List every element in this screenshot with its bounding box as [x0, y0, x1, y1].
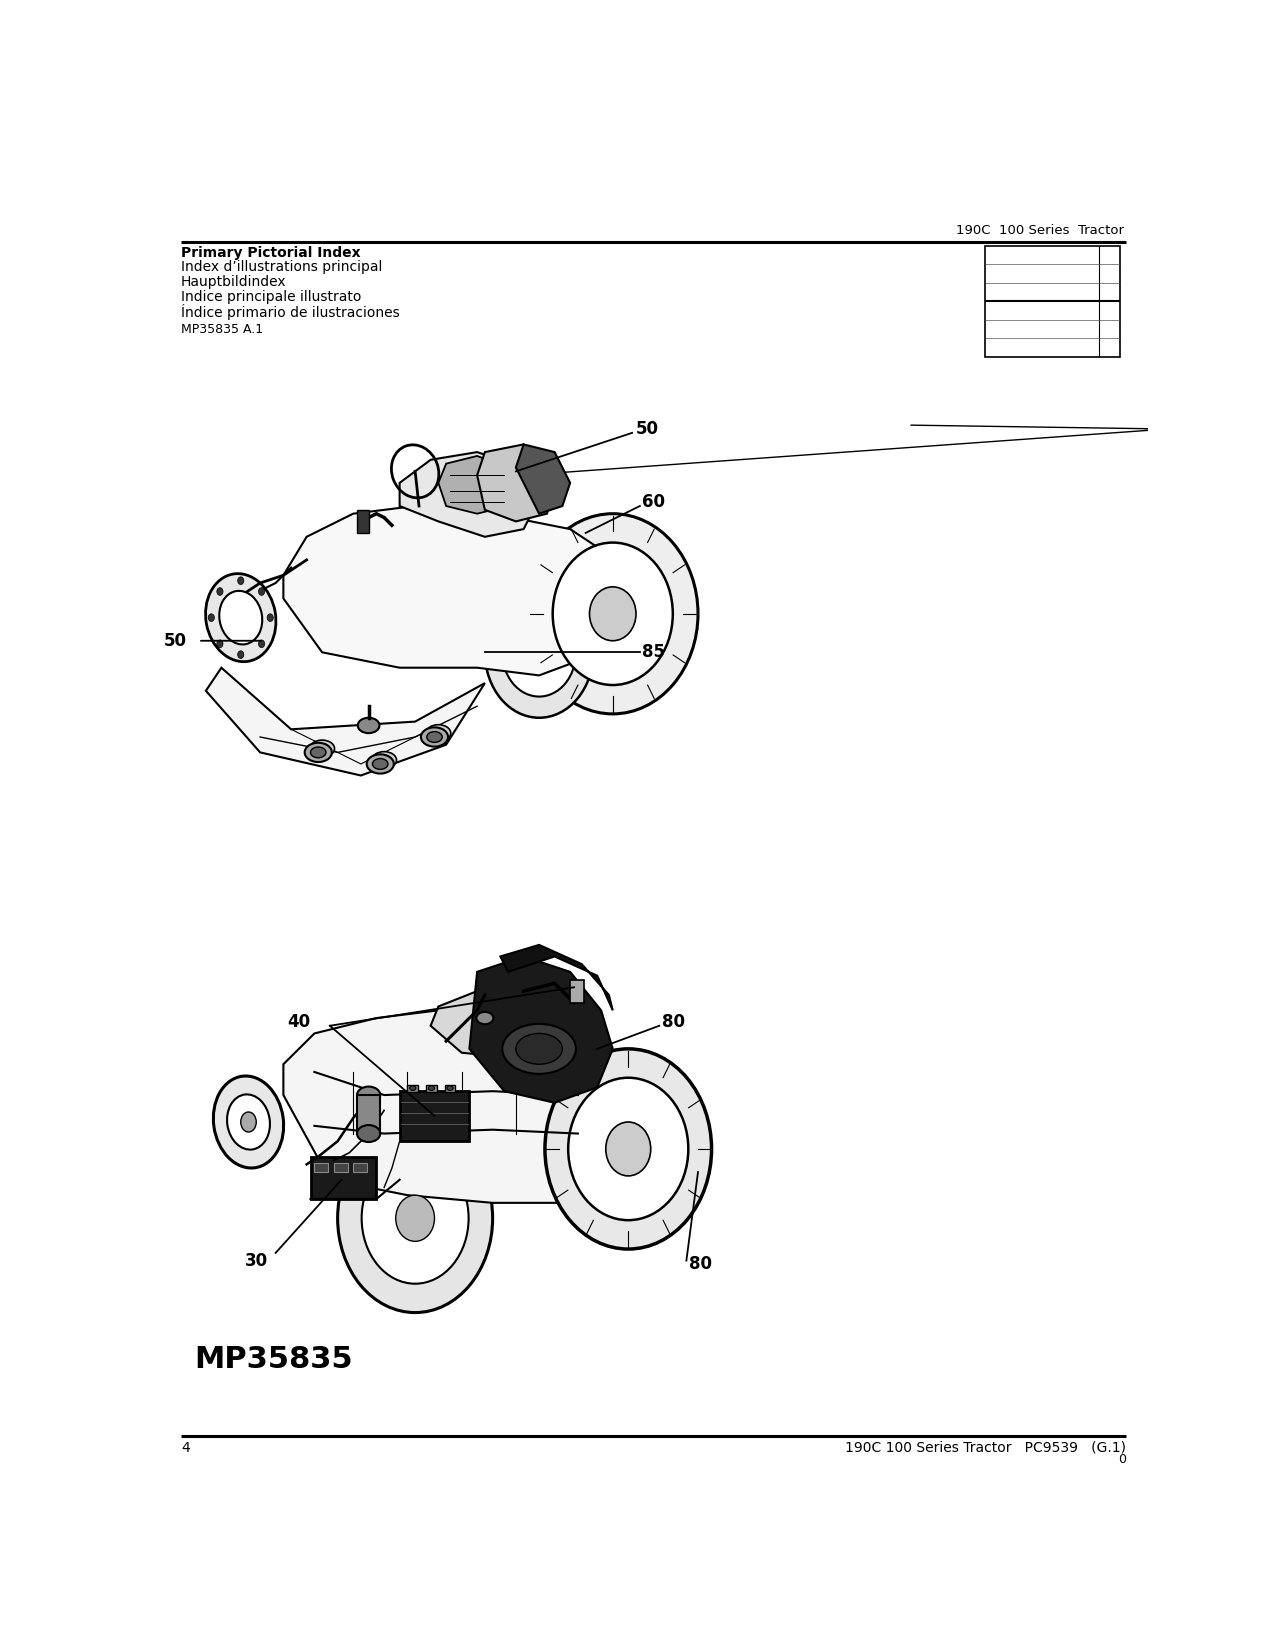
Ellipse shape: [409, 1086, 416, 1091]
Bar: [399, 1091, 469, 1142]
Ellipse shape: [241, 1112, 256, 1132]
Text: 85: 85: [643, 644, 666, 662]
Text: 50: 50: [163, 632, 186, 650]
Text: 85-: 85-: [989, 340, 1016, 355]
Text: Primary Pictorial Index: Primary Pictorial Index: [181, 246, 361, 259]
Ellipse shape: [569, 1077, 688, 1221]
Text: 1: 1: [1108, 284, 1117, 299]
Text: 1: 1: [1108, 266, 1117, 281]
Ellipse shape: [217, 587, 223, 596]
Polygon shape: [477, 444, 555, 521]
Ellipse shape: [259, 640, 265, 648]
Text: Índice primario de ilustraciones: Índice primario de ilustraciones: [181, 304, 400, 320]
Bar: [570, 980, 584, 1003]
Ellipse shape: [544, 1049, 711, 1249]
Ellipse shape: [217, 640, 223, 648]
Ellipse shape: [315, 744, 329, 754]
Text: 0: 0: [1118, 1454, 1126, 1467]
Ellipse shape: [205, 574, 275, 662]
Ellipse shape: [395, 1195, 435, 1241]
Text: 40-: 40-: [989, 266, 1016, 281]
Ellipse shape: [227, 1094, 270, 1150]
Text: Indice principale illustrato: Indice principale illustrato: [181, 290, 361, 304]
Ellipse shape: [259, 587, 265, 596]
Text: 1: 1: [1108, 322, 1117, 337]
Ellipse shape: [367, 754, 394, 774]
Ellipse shape: [372, 759, 388, 769]
Bar: [984, 246, 1121, 356]
Text: MP35835: MP35835: [194, 1345, 353, 1374]
Text: 4: 4: [181, 1440, 190, 1455]
Bar: [357, 510, 368, 533]
Ellipse shape: [421, 728, 448, 746]
Ellipse shape: [358, 718, 380, 733]
Polygon shape: [500, 945, 613, 1010]
Text: 30: 30: [245, 1252, 268, 1269]
Text: Hauptbildindex: Hauptbildindex: [181, 276, 287, 289]
Bar: [315, 1163, 329, 1172]
Ellipse shape: [311, 747, 326, 757]
Text: 1: 1: [1108, 304, 1117, 318]
Ellipse shape: [208, 614, 214, 622]
Text: Index d’illustrations principal: Index d’illustrations principal: [181, 261, 382, 274]
Text: 80: 80: [688, 1256, 711, 1274]
Ellipse shape: [372, 752, 397, 769]
Bar: [311, 1157, 376, 1200]
Ellipse shape: [502, 1023, 576, 1074]
Ellipse shape: [377, 756, 391, 766]
Text: 1: 1: [1108, 340, 1117, 355]
Ellipse shape: [552, 543, 673, 685]
Polygon shape: [205, 668, 484, 775]
Ellipse shape: [305, 742, 332, 762]
Bar: [334, 1163, 348, 1172]
Text: 50-: 50-: [989, 284, 1016, 299]
Ellipse shape: [606, 1122, 650, 1176]
Ellipse shape: [237, 578, 244, 584]
Ellipse shape: [528, 513, 697, 714]
Ellipse shape: [237, 650, 244, 658]
Ellipse shape: [477, 1011, 493, 1025]
Ellipse shape: [266, 614, 273, 622]
Text: 190C 100 Series Tractor   PC9539   (G.1): 190C 100 Series Tractor PC9539 (G.1): [845, 1440, 1126, 1455]
Polygon shape: [283, 1010, 648, 1203]
Ellipse shape: [427, 731, 442, 742]
Text: 60: 60: [643, 493, 666, 512]
Ellipse shape: [357, 1125, 380, 1142]
Ellipse shape: [431, 728, 445, 738]
Ellipse shape: [357, 1087, 380, 1104]
Text: MP35835 A.1: MP35835 A.1: [181, 323, 263, 335]
Polygon shape: [431, 992, 524, 1056]
Bar: [357, 1096, 380, 1134]
Polygon shape: [439, 455, 516, 513]
Ellipse shape: [589, 587, 636, 640]
Text: 80: 80: [662, 1013, 685, 1031]
Bar: [445, 1086, 455, 1092]
Text: 190C  100 Series  Tractor: 190C 100 Series Tractor: [956, 223, 1125, 236]
Ellipse shape: [502, 607, 576, 696]
Bar: [408, 1086, 418, 1092]
Text: 30-: 30-: [989, 248, 1016, 262]
Ellipse shape: [219, 591, 263, 645]
Ellipse shape: [426, 724, 451, 741]
Ellipse shape: [310, 741, 334, 757]
Bar: [426, 1086, 437, 1092]
Bar: [353, 1163, 367, 1172]
Polygon shape: [399, 452, 539, 536]
Ellipse shape: [338, 1124, 492, 1313]
Ellipse shape: [484, 587, 593, 718]
Text: 80-: 80-: [989, 322, 1016, 337]
Text: 60-: 60-: [989, 304, 1016, 318]
Ellipse shape: [428, 1086, 435, 1091]
Text: 1: 1: [1108, 248, 1117, 262]
Text: 50: 50: [636, 421, 659, 437]
Ellipse shape: [448, 1086, 453, 1091]
Polygon shape: [283, 507, 625, 675]
Ellipse shape: [362, 1153, 469, 1284]
Polygon shape: [469, 957, 613, 1102]
Ellipse shape: [516, 1033, 562, 1064]
Text: 40: 40: [287, 1013, 311, 1031]
Polygon shape: [516, 444, 570, 513]
Ellipse shape: [213, 1076, 283, 1168]
